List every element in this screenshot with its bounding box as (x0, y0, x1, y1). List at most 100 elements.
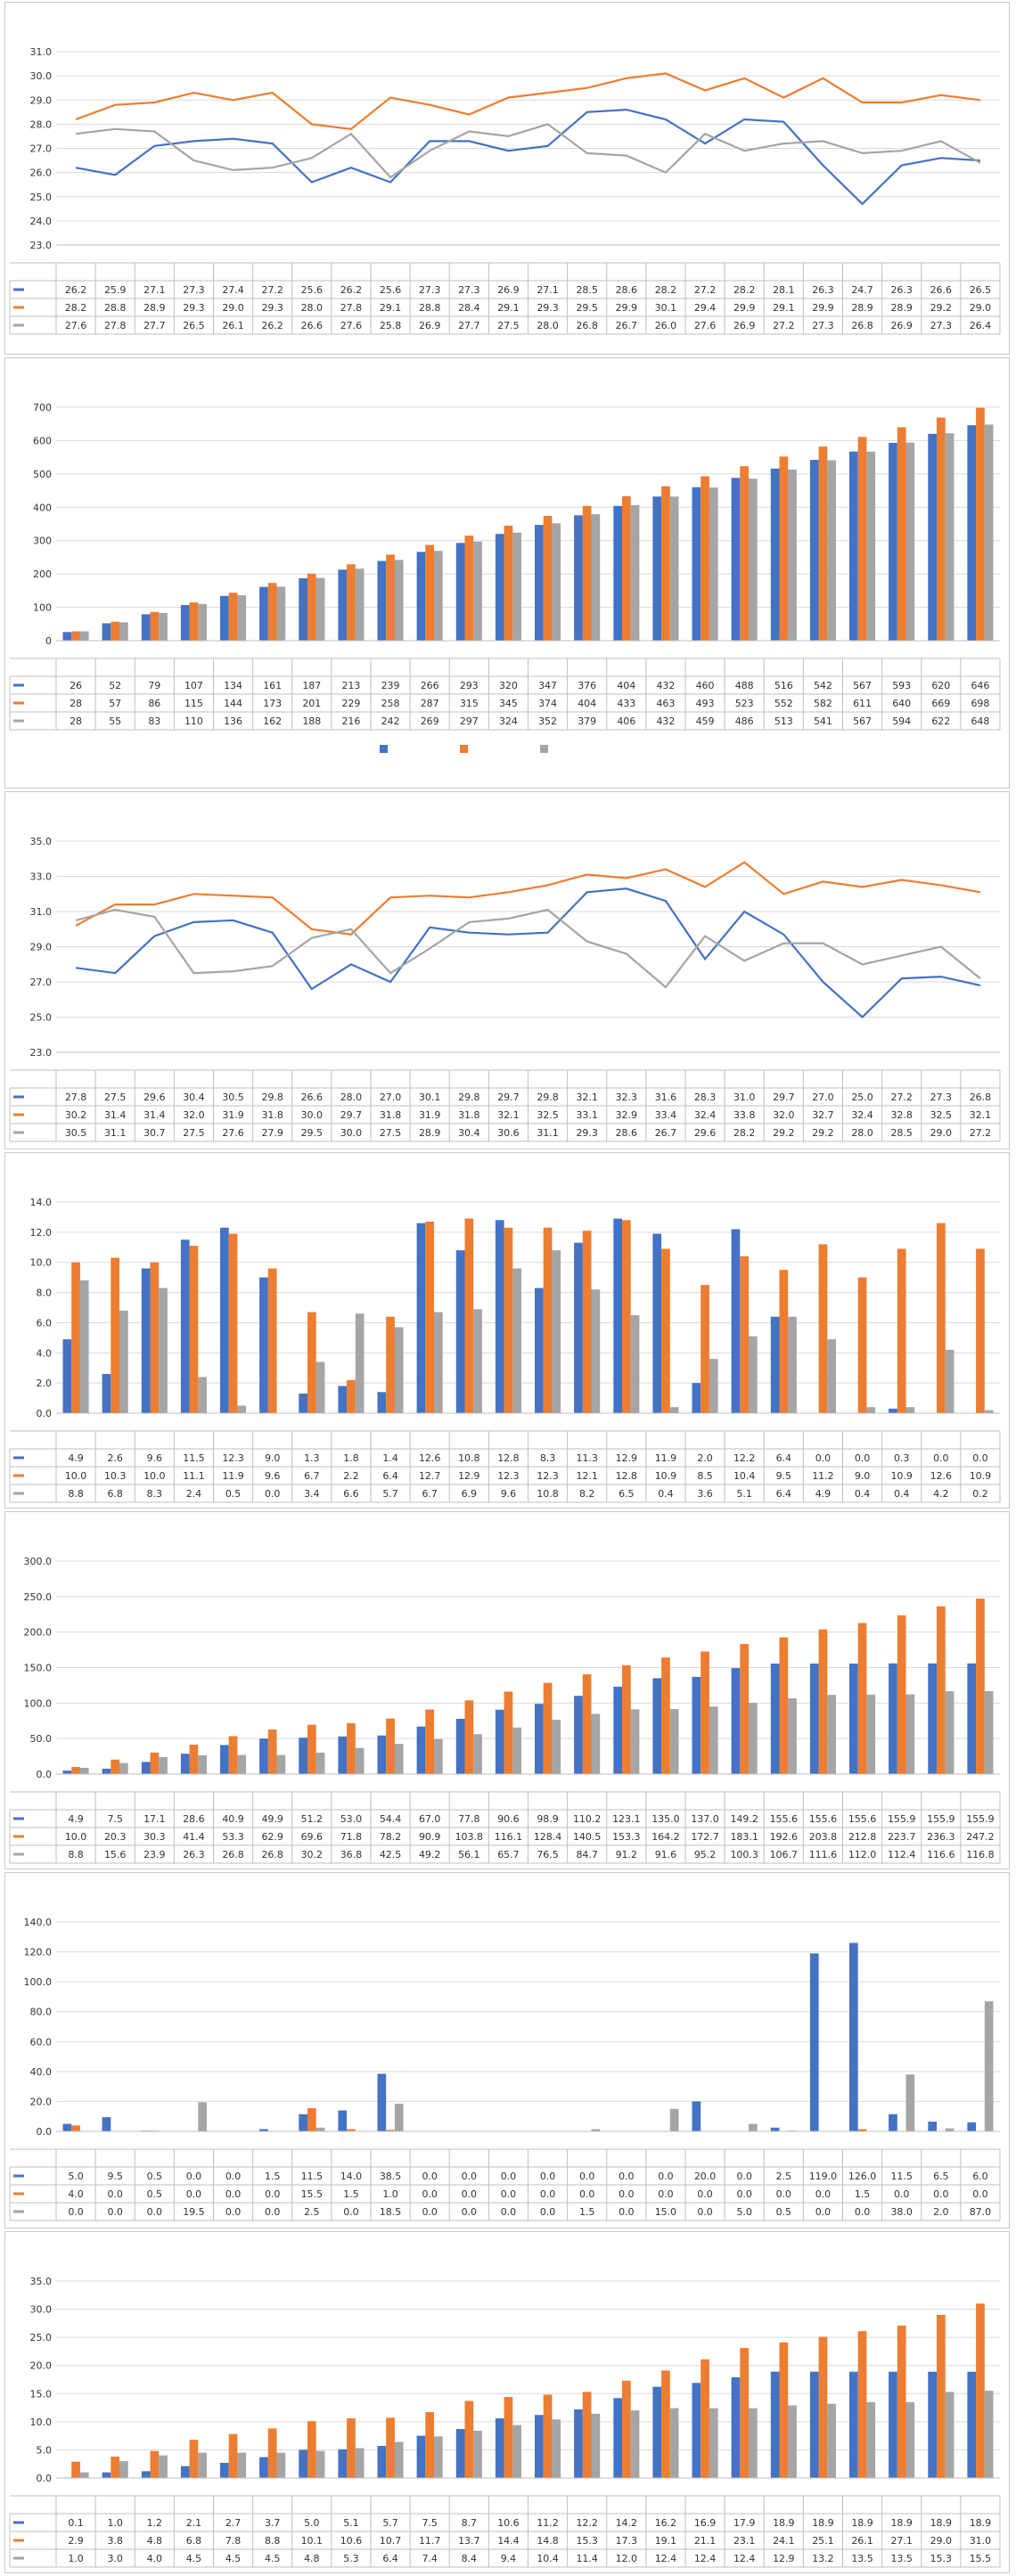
y-tick-label: 0.0 (37, 1769, 53, 1780)
y-tick-label: 50.0 (30, 1733, 53, 1745)
table-value-cell: 0.0 (855, 1452, 871, 1464)
y-tick-label: 300 (33, 536, 52, 547)
bar (315, 1362, 325, 1413)
table-value-cell: 31.9 (419, 1109, 441, 1121)
table-value-cell: 162 (263, 716, 282, 727)
table-value-cell: 53.0 (340, 1813, 363, 1825)
bar (731, 2377, 741, 2478)
table-value-cell: 119.0 (809, 2171, 838, 2182)
chart-svg: 0.0 5.0 10.0 15.0 20.0 25.0 30.0 35.0 0.1 1.0 1.2 2… (9, 2276, 1001, 2568)
table-value-cell: 55 (109, 716, 121, 727)
table-value-cell: 27.3 (458, 284, 480, 296)
bar (749, 2123, 758, 2131)
table-value-cell: 486 (735, 716, 754, 727)
bar (79, 631, 89, 641)
y-tick-label: 40.0 (30, 2066, 53, 2078)
bar (692, 1676, 701, 1774)
table-value-cell: 15.3 (576, 2535, 598, 2547)
table-value-cell: 27.2 (773, 320, 795, 331)
bar (299, 578, 307, 641)
table-value-cell: 29.9 (812, 302, 834, 314)
bar (495, 1709, 504, 1774)
table-value-cell: 2.0 (933, 2206, 949, 2218)
bar (495, 534, 504, 641)
table-value-cell: 149.2 (730, 1813, 758, 1825)
bar (827, 1339, 836, 1413)
bar (79, 1280, 89, 1413)
table-value-cell: 8.5 (697, 1470, 713, 1482)
table-value-cell: 31.8 (380, 1109, 402, 1121)
bar (237, 1405, 247, 1413)
bar (377, 1392, 387, 1413)
table-value-cell: 30.5 (65, 1127, 87, 1139)
bar (770, 2127, 780, 2131)
bar (905, 2074, 915, 2131)
bar (377, 2073, 387, 2131)
table-value-cell: 29.2 (773, 1127, 795, 1139)
bar (897, 427, 906, 641)
table-value-cell: 0.0 (422, 2206, 438, 2218)
table-value-cell: 5.7 (382, 1488, 398, 1500)
table-value-cell: 0.0 (225, 2206, 242, 2218)
table-value-cell: 433 (617, 698, 635, 709)
bar (394, 2441, 404, 2478)
bar (967, 2371, 977, 2478)
table-value-cell: 20.3 (104, 1831, 127, 1843)
bar (809, 460, 819, 641)
bar (622, 1220, 631, 1413)
table-value-cell: 201 (302, 698, 321, 709)
table-value-cell: 31.0 (733, 1092, 756, 1103)
table-value-cell: 0.1 (68, 2517, 84, 2529)
y-tick-label: 30.0 (30, 70, 53, 82)
bar (788, 1698, 797, 1774)
bar (937, 1223, 946, 1413)
table-value-cell: 10.0 (143, 1470, 166, 1482)
table-value-cell: 0.0 (815, 2188, 832, 2200)
chart-panel-cumulative-sunshine: 0.0 50.0 100.0 150.0 200.0 250.0 300.0 4.9 7.5 17… (4, 1511, 1010, 1869)
bar (669, 496, 679, 641)
table-value-cell: 516 (774, 680, 793, 691)
bar (928, 2122, 937, 2131)
y-tick-label: 4.0 (37, 1347, 53, 1359)
table-value-cell: 26.2 (65, 284, 87, 296)
table-value-cell: 1.0 (68, 2553, 84, 2564)
table-value-cell: 10.9 (890, 1470, 913, 1482)
table-value-cell: 10.9 (655, 1470, 677, 1482)
table-value-cell: 26.5 (183, 320, 205, 331)
bar (394, 1744, 404, 1774)
table-value-cell: 10.0 (65, 1831, 87, 1843)
table-value-cell: 1.4 (382, 1452, 398, 1464)
table-value-cell: 76.5 (537, 1849, 559, 1860)
table-value-cell: 12.9 (458, 1470, 480, 1482)
bar (141, 1762, 151, 1774)
table-value-cell: 6.7 (304, 1470, 320, 1482)
table-value-cell: 1.5 (855, 2188, 871, 2200)
table-value-cell: 28.8 (104, 302, 127, 314)
table-value-cell: 116.6 (927, 1849, 955, 1860)
table-value-cell: 30.5 (222, 1092, 244, 1103)
table-value-cell: 2.9 (68, 2535, 84, 2547)
bar (788, 1316, 797, 1413)
table-value-cell: 84.7 (576, 1849, 598, 1860)
bar (228, 2433, 238, 2478)
table-value-cell: 11.5 (301, 2171, 324, 2182)
y-tick-label: 100.0 (24, 1697, 53, 1709)
bar (79, 2472, 89, 2478)
table-value-cell: 9.0 (855, 1470, 871, 1482)
table-value-cell: 29.8 (261, 1092, 283, 1103)
table-value-cell: 0.3 (894, 1452, 910, 1464)
table-value-cell: 38.5 (380, 2171, 402, 2182)
table-value-cell: 18.9 (851, 2517, 873, 2529)
table-value-cell: 406 (617, 716, 635, 727)
bar (770, 2371, 780, 2478)
bar (818, 1244, 828, 1413)
table-value-cell: 0.4 (658, 1488, 674, 1500)
table-value-cell: 107 (184, 680, 203, 691)
bar (377, 2446, 387, 2478)
bar (315, 577, 325, 641)
bar (267, 1268, 277, 1413)
table-value-cell: 648 (971, 716, 989, 727)
bar (355, 2448, 365, 2478)
table-value-cell: 10.3 (104, 1470, 127, 1482)
table-value-cell: 12.2 (576, 2517, 598, 2529)
